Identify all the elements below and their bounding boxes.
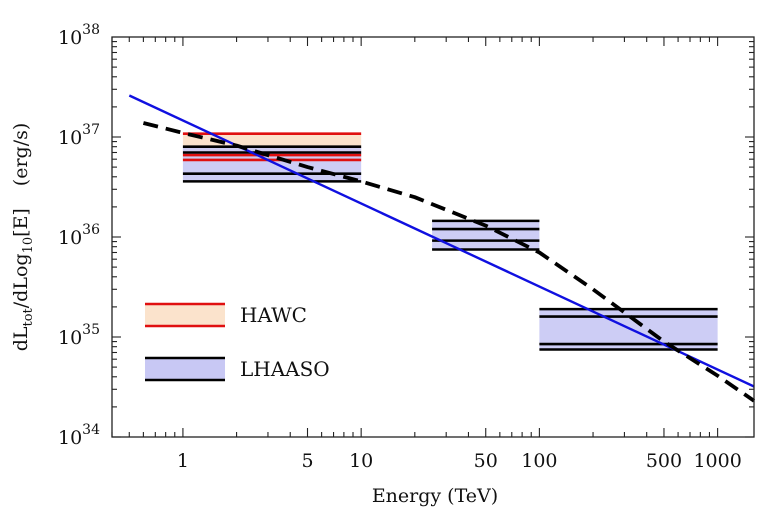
x-tick-label: 1 <box>177 450 189 472</box>
legend: HAWC LHAASO <box>145 302 330 382</box>
series-line-dashed <box>142 121 756 403</box>
x-tick-label: 50 <box>474 450 498 472</box>
x-tick-label: 1000 <box>693 450 741 472</box>
y-tick-base: 10 <box>58 227 82 249</box>
legend-swatch-hawc <box>145 304 225 326</box>
y-tick-label: 1034 <box>58 422 100 449</box>
x-tick-label: 100 <box>521 450 557 472</box>
y-label-sub1: tot <box>21 307 36 326</box>
y-tick-label: 1038 <box>58 22 100 49</box>
y-label-sub2: 10 <box>21 237 36 254</box>
bands-layer <box>182 132 718 351</box>
y-axis-label: dLtot/dLog10[E] (erg/s) <box>10 123 36 352</box>
legend-label-lhaaso: LHAASO <box>240 357 330 381</box>
y-tick-base: 10 <box>58 27 82 49</box>
y-tick-exp: 38 <box>82 22 100 38</box>
y-tick-label: 1036 <box>58 222 100 249</box>
x-tick-label: 500 <box>646 450 682 472</box>
y-tick-exp: 36 <box>82 222 100 238</box>
legend-label-hawc: HAWC <box>240 303 307 327</box>
x-tick-label: 10 <box>349 450 373 472</box>
y-tick-label: 1037 <box>58 122 100 149</box>
series-line-solid <box>128 94 755 388</box>
y-tick-label: 1035 <box>58 322 100 349</box>
x-axis-label: Energy (TeV) <box>372 485 498 507</box>
y-tick-base: 10 <box>58 427 82 449</box>
y-tick-exp: 37 <box>82 122 100 138</box>
y-tick-exp: 35 <box>82 322 100 338</box>
y-tick-base: 10 <box>58 127 82 149</box>
x-tick-label: 5 <box>301 450 313 472</box>
legend-swatch-lhaaso <box>145 358 225 380</box>
y-label-mid: /dLog <box>10 253 32 308</box>
y-label-unit: (erg/s) <box>10 123 32 186</box>
y-label-post: [E] <box>10 208 32 237</box>
y-tick-base: 10 <box>58 327 82 349</box>
y-tick-exp: 34 <box>82 422 100 438</box>
series-layer <box>128 94 756 403</box>
y-label-pre: dL <box>10 326 32 351</box>
